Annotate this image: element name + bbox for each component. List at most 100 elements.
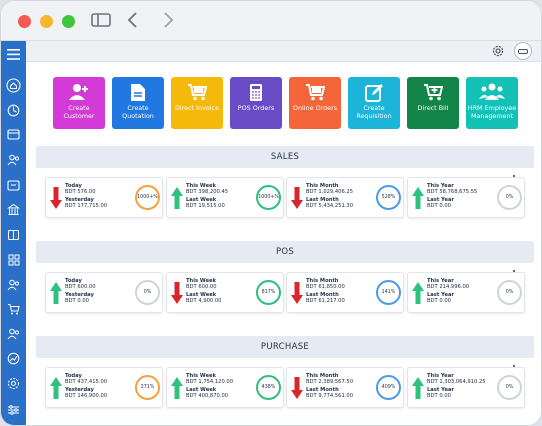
filters-icon[interactable]	[5, 401, 22, 418]
dashboard-icon[interactable]	[5, 102, 22, 119]
stat-period-label: Today	[65, 183, 82, 189]
stat-compare-value: BDT 0.00	[427, 393, 451, 399]
percent-ring: 817%	[256, 280, 281, 305]
maximize-window-button[interactable]	[62, 15, 75, 28]
employee-icon[interactable]	[5, 325, 22, 342]
stat-period-value: BDT 437,415.00	[65, 379, 108, 385]
percent-ring: 0%	[497, 185, 522, 210]
stat-compare-label: Last Year	[427, 197, 455, 203]
quick-action-pos-orders[interactable]: POS Orders	[230, 77, 282, 129]
stat-compare-label: Last Month	[306, 292, 339, 298]
arrow-up-icon	[411, 376, 425, 400]
stat-card: Today BDT 437,415.00 Yesterday BDT 146,900.…	[45, 367, 163, 408]
stat-period-label: Today	[65, 278, 82, 284]
stat-period-value: BDT 398,200.45	[186, 189, 229, 195]
percent-ring: 409%	[376, 375, 401, 400]
stat-compare-value: BDT 0.00	[427, 298, 451, 304]
back-icon[interactable]	[126, 9, 140, 31]
quick-action-online-orders[interactable]: Online Orders	[289, 77, 341, 129]
stat-compare-label: Last Week	[186, 387, 217, 393]
quick-action-hrm-employee-management[interactable]: HRM Employee Management	[466, 77, 518, 129]
arrow-up-icon	[170, 376, 184, 400]
stat-compare-value: BDT 4,900.00	[186, 298, 222, 304]
settings-icon[interactable]	[492, 45, 504, 57]
stat-period-label: This Month	[306, 373, 339, 379]
stat-compare-value: BDT 5,434,251.30	[306, 203, 354, 209]
arrow-down-icon	[290, 376, 304, 400]
forward-icon[interactable]	[161, 9, 175, 31]
quick-action-label: POS Orders	[237, 104, 275, 112]
arrow-down-icon	[49, 186, 63, 210]
stat-period-value: BDT 1,029,406.25	[306, 189, 354, 195]
quick-action-label: Direct Invoice	[174, 104, 219, 112]
arrow-down-icon	[290, 281, 304, 305]
stat-period-label: This Week	[186, 278, 216, 284]
arrow-down-icon	[290, 186, 304, 210]
quick-action-direct-invoice[interactable]: Direct Invoice	[171, 77, 223, 129]
edit-icon	[364, 82, 384, 102]
stat-card: This Month BDT 61,850.00 Last Month BDT 61,…	[286, 272, 404, 313]
percent-ring: 0%	[497, 280, 522, 305]
title-bar	[1, 1, 541, 41]
stat-period-label: This Month	[306, 183, 339, 189]
stat-compare-value: BDT 400,870.00	[186, 393, 229, 399]
stat-card: This Year BDT 1,303,064,910.25 Last Year BD…	[407, 365, 525, 408]
add-user-icon	[68, 82, 90, 102]
stat-compare-value: BDT 19,515.00	[186, 203, 225, 209]
stat-compare-value: BDT 9,774,561.00	[306, 393, 354, 399]
arrow-down-icon	[170, 281, 184, 305]
quick-action-create-quotation[interactable]: Create Quotation	[112, 77, 164, 129]
top-bar	[26, 41, 541, 62]
stat-compare-value: BDT 177,715.00	[65, 203, 108, 209]
stat-compare-label: Yesterday	[65, 292, 94, 298]
percent-ring: 141%	[376, 280, 401, 305]
stat-compare-value: BDT 0.00	[65, 298, 89, 304]
bank-icon[interactable]	[5, 201, 22, 218]
quick-action-label: Create Requisition	[356, 104, 392, 120]
home-icon[interactable]	[5, 77, 22, 94]
stat-period-value: BDT 58,768,675.55	[427, 189, 478, 195]
stat-card: This Week BDT 600.00 Last Week BDT 4,900.00…	[166, 272, 284, 313]
percent-ring: 1000+%	[135, 185, 160, 210]
avatar[interactable]	[514, 42, 532, 60]
stat-period-value: BDT 214,996.00	[427, 284, 470, 290]
users-icon[interactable]	[5, 151, 22, 168]
close-window-button[interactable]	[18, 15, 31, 28]
section-title: POS	[36, 241, 534, 263]
percent-ring: 0%	[135, 280, 160, 305]
billing-icon[interactable]	[5, 126, 22, 143]
menu-icon[interactable]	[5, 46, 22, 63]
stat-period-label: This Year	[427, 373, 454, 379]
stat-card: This Year BDT 58,768,675.55 Last Year BDT 0…	[407, 175, 525, 218]
stat-compare-value: BDT 61,217.00	[306, 298, 345, 304]
apps-icon[interactable]	[5, 251, 22, 268]
percent-ring: 1000+%	[256, 185, 281, 210]
stat-compare-value: BDT 146,900.00	[65, 393, 108, 399]
book-icon[interactable]	[5, 226, 22, 243]
quick-action-direct-bill[interactable]: Direct Bill	[407, 77, 459, 129]
stat-period-label: This Year	[427, 183, 454, 189]
percent-ring: 438%	[256, 375, 281, 400]
stat-period-value: BDT 576.00	[65, 189, 96, 195]
wallet-icon[interactable]	[5, 176, 22, 193]
settings-gear-icon[interactable]	[5, 375, 22, 392]
indicator-dot	[513, 270, 515, 272]
quick-action-create-requisition[interactable]: Create Requisition	[348, 77, 400, 129]
stat-card: This Month BDT 2,389,567.50 Last Month BDT …	[286, 367, 404, 408]
stat-period-label: This Week	[186, 373, 216, 379]
sidebar-toggle-icon[interactable]	[90, 9, 112, 31]
team-icon[interactable]	[5, 276, 22, 293]
stat-period-label: This Week	[186, 183, 216, 189]
quick-action-create-customer[interactable]: Create Customer	[53, 77, 105, 129]
stat-period-value: BDT 2,389,567.50	[306, 379, 354, 385]
stat-period-label: Today	[65, 373, 82, 379]
arrow-up-icon	[411, 281, 425, 305]
minimize-window-button[interactable]	[40, 15, 53, 28]
arrow-up-icon	[49, 281, 63, 305]
reports-icon[interactable]	[5, 350, 22, 367]
stat-compare-label: Last Year	[427, 292, 455, 298]
cart-icon	[187, 82, 207, 102]
stat-compare-value: BDT 0.00	[427, 203, 451, 209]
cart-icon[interactable]	[5, 300, 22, 317]
stat-period-value: BDT 600.00	[186, 284, 217, 290]
